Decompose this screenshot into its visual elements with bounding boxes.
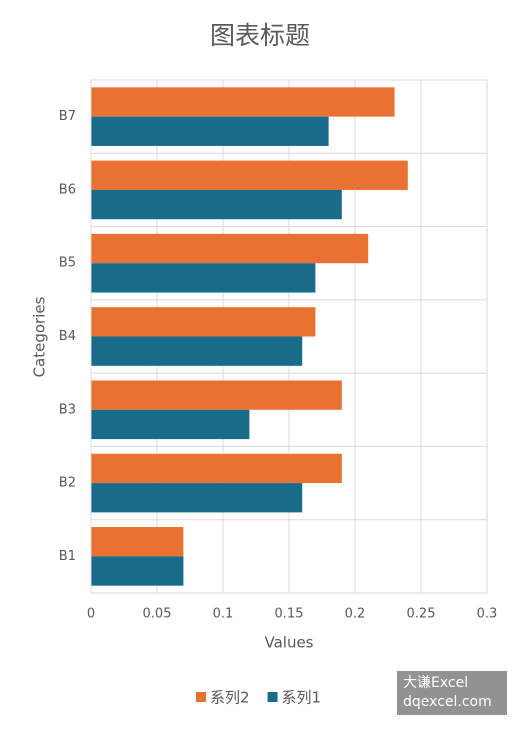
- x-tick-label: 0.3: [477, 607, 498, 622]
- legend-swatch: [196, 692, 206, 702]
- y-tick-label: B7: [59, 109, 76, 124]
- plot-border: [90, 79, 488, 594]
- x-tick-label: 0.25: [407, 607, 436, 622]
- x-tick-label: 0.1: [213, 607, 234, 622]
- plot-area: 0 0.05 0.1 0.15 0.2 0.25 0.3 B1 B2 B3 B4 B5 B6 B7: [59, 79, 498, 622]
- bar: [91, 263, 316, 293]
- y-tick-label: B6: [59, 182, 76, 197]
- watermark: dqexcel.com: [403, 694, 492, 710]
- x-axis-label: Values: [264, 634, 313, 652]
- watermark-box: [397, 671, 507, 715]
- bar: [91, 87, 395, 117]
- bar: [91, 189, 342, 220]
- bar: [91, 336, 303, 366]
- bar: [91, 453, 342, 484]
- watermark: 大谦Excel: [403, 675, 468, 691]
- legend: 系列2 系列1: [196, 689, 321, 707]
- y-tick-label: B1: [59, 549, 76, 564]
- bar: [91, 380, 342, 410]
- y-tick-label: B3: [59, 402, 76, 417]
- bar: [91, 116, 329, 146]
- bar: [91, 160, 408, 190]
- bar: [91, 233, 369, 264]
- y-tick-label: B4: [59, 329, 76, 344]
- y-tick-label: B5: [59, 256, 76, 271]
- bar: [91, 307, 316, 337]
- x-tick-label: 0: [87, 607, 95, 622]
- x-tick-label: 0.15: [275, 607, 304, 622]
- legend-label: 系列1: [282, 689, 322, 707]
- bar: [91, 527, 184, 557]
- y-tick-label: B2: [59, 476, 76, 491]
- legend-label: 系列2: [210, 689, 250, 707]
- bar: [91, 483, 303, 513]
- y-axis-label: Categories: [31, 296, 49, 377]
- bar: [91, 409, 250, 440]
- x-tick-label: 0.2: [345, 607, 366, 622]
- chart-title: 图表标题: [210, 21, 310, 50]
- x-tick-label: 0.05: [143, 607, 172, 622]
- bar: [91, 556, 184, 586]
- legend-swatch: [267, 692, 278, 702]
